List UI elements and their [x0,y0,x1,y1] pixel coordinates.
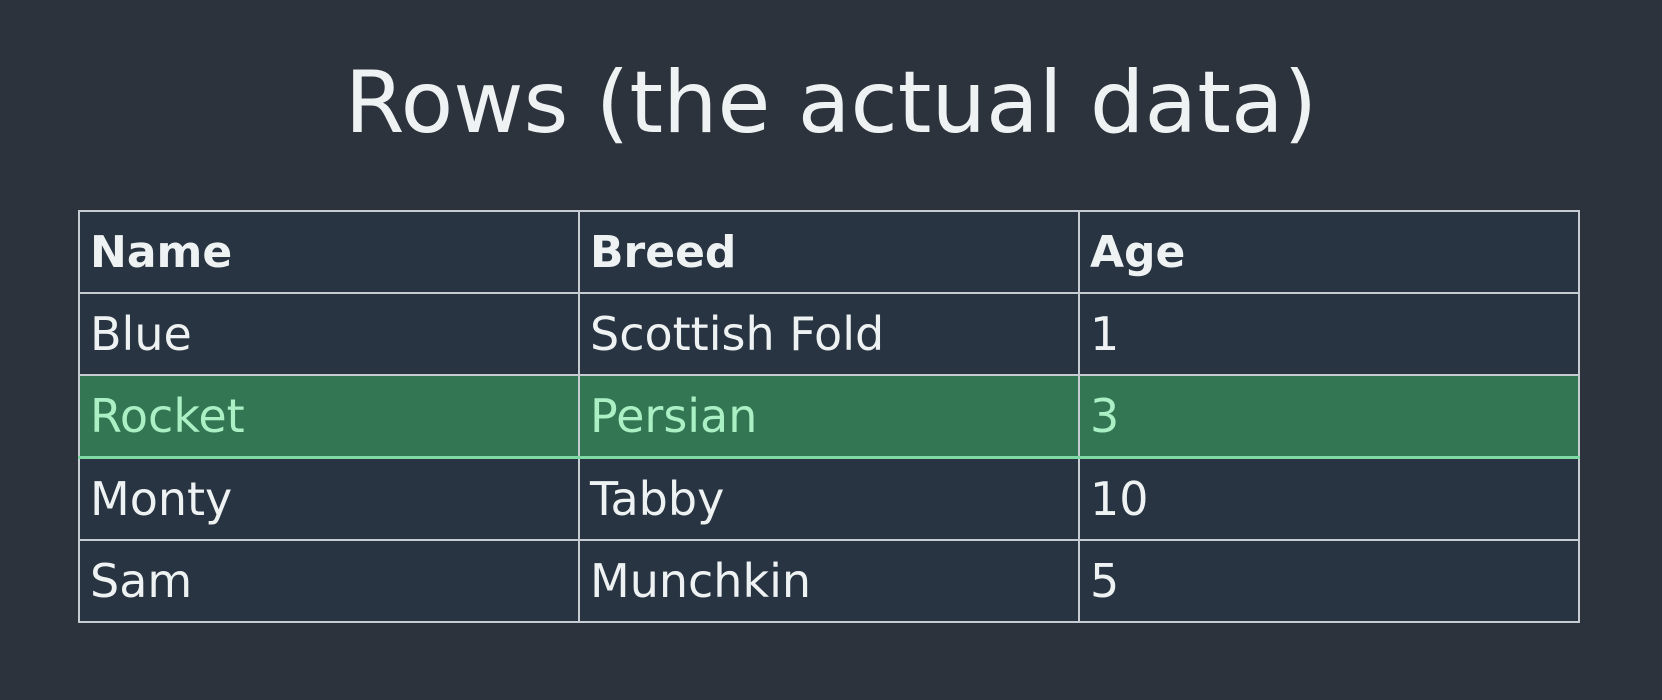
table-row: Sam Munchkin 5 [78,539,1580,623]
column-header-age: Age [1078,210,1580,294]
cell-name: Monty [78,456,580,541]
cell-name: Sam [78,539,580,623]
column-header-name: Name [78,210,580,294]
table-row-highlighted: Rocket Persian 3 [78,374,1580,459]
column-header-breed: Breed [578,210,1080,294]
cell-age: 10 [1078,456,1580,541]
cell-breed: Tabby [578,456,1080,541]
cell-breed: Munchkin [578,539,1080,623]
table-row: Blue Scottish Fold 1 [78,292,1580,376]
cell-age: 3 [1078,374,1580,459]
cell-breed: Persian [578,374,1080,459]
slide-title: Rows (the actual data) [344,53,1318,153]
table-header-row: Name Breed Age [78,210,1580,294]
cell-age: 1 [1078,292,1580,376]
data-table: Name Breed Age Blue Scottish Fold 1 Rock… [78,210,1580,623]
cell-name: Rocket [78,374,580,459]
table-row: Monty Tabby 10 [78,456,1580,541]
cell-age: 5 [1078,539,1580,623]
cell-breed: Scottish Fold [578,292,1080,376]
data-table-container: Name Breed Age Blue Scottish Fold 1 Rock… [78,210,1580,623]
cell-name: Blue [78,292,580,376]
